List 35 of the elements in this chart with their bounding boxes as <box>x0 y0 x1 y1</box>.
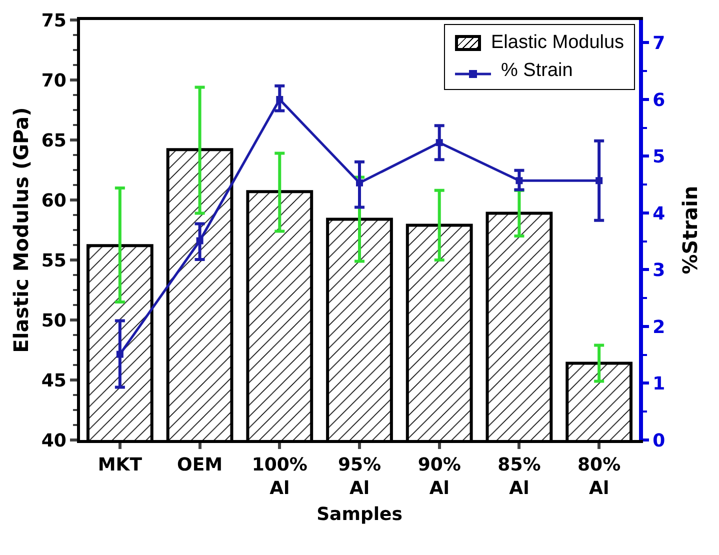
y-tick-label: 45 <box>41 370 66 392</box>
y-tick-label: 65 <box>41 130 66 152</box>
legend-label: % Strain <box>501 59 573 83</box>
y-axis-title: Elastic Modulus (GPa) <box>9 107 33 353</box>
y2-tick-label: 2 <box>652 316 666 338</box>
y-tick-label: 60 <box>41 190 66 212</box>
x-tick-label: 80% Al <box>578 454 621 499</box>
point <box>116 350 124 358</box>
point <box>516 177 523 184</box>
y-tick-label: 55 <box>41 250 66 272</box>
y2-tick-label: 6 <box>652 90 666 111</box>
x-tick-label: 90% Al <box>418 454 461 499</box>
y-tick-label: 70 <box>41 70 66 92</box>
y2-tick-label: 1 <box>652 374 666 395</box>
y2-tick-label: 4 <box>652 203 666 224</box>
legend-label: Elastic Modulus <box>491 31 624 55</box>
x-axis-title: Samples <box>316 504 402 526</box>
y2-tick-label: 0 <box>652 430 666 452</box>
y-tick-label: 50 <box>41 310 66 332</box>
point <box>596 177 603 184</box>
x-tick-label: OEM <box>177 454 223 476</box>
y-tick-label: 75 <box>41 10 66 32</box>
x-tick-label: 100% Al <box>252 454 308 499</box>
y-tick-label: 40 <box>41 430 66 452</box>
point <box>356 179 363 186</box>
point <box>276 96 284 103</box>
x-tick-label: MKT <box>98 454 143 476</box>
y2-tick-label: 3 <box>652 260 666 282</box>
x-tick-label: 95% Al <box>338 454 382 499</box>
y2-axis-title: %Strain <box>678 186 702 274</box>
y2-tick-label: 5 <box>652 146 666 168</box>
y2-tick-label: 7 <box>652 33 666 54</box>
point <box>196 237 204 244</box>
x-tick-label: 85% Al <box>498 454 541 499</box>
point <box>436 139 443 146</box>
